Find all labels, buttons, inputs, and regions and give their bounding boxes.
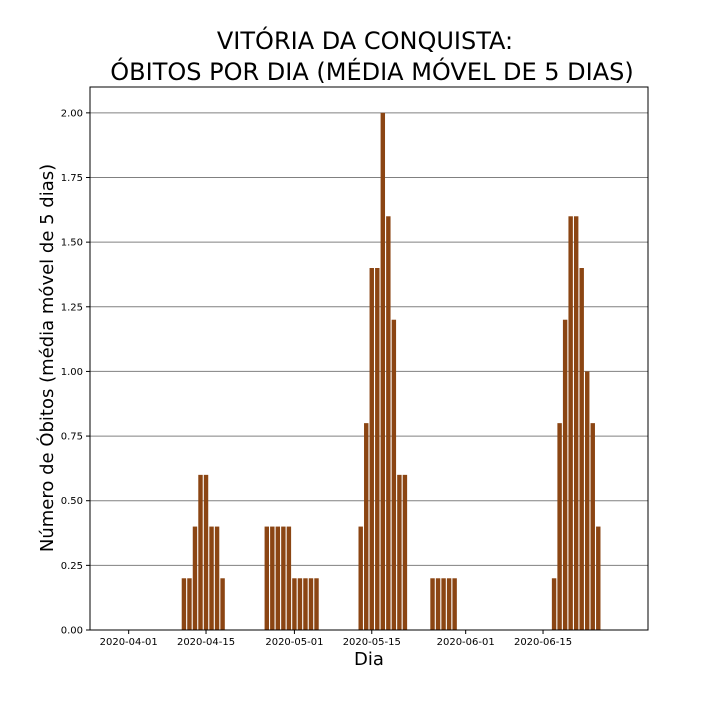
bar [380, 112, 386, 631]
bar [214, 526, 220, 630]
bar [579, 268, 584, 630]
y-tick-label: 0.75 [61, 432, 83, 443]
y-tick-label: 0.50 [61, 496, 83, 507]
x-tick-label: 2020-06-01 [437, 637, 495, 648]
chart-title-line2: ÓBITOS POR DIA (MÉDIA MÓVEL DE 5 DIAS) [110, 56, 633, 86]
x-ticks: 2020-04-01 2020-04-15 2020-05-01 2020-05-15… [100, 630, 572, 648]
plot-frame [89, 86, 649, 631]
bar [192, 526, 198, 630]
bar [585, 371, 590, 630]
x-tick-label: 2020-04-01 [100, 637, 158, 648]
y-tick-label: 0.25 [61, 561, 83, 572]
bar [441, 578, 446, 630]
bar [187, 578, 192, 630]
bar [397, 474, 402, 630]
bar [220, 578, 225, 630]
y-ticks: 0.00 0.25 0.50 0.75 1.00 1.25 1.50 1.75 2.00 [61, 108, 90, 637]
bar [314, 578, 319, 630]
bar [369, 268, 374, 630]
bar [281, 526, 286, 630]
x-tick-label: 2020-06-15 [514, 637, 572, 648]
bar [292, 578, 297, 630]
bar [203, 474, 209, 630]
bar [402, 474, 408, 630]
x-tick-label: 2020-04-15 [177, 637, 235, 648]
bar [270, 526, 275, 630]
y-tick-label: 2.00 [61, 108, 83, 119]
bar [364, 423, 369, 630]
bar [198, 474, 203, 630]
bar [452, 578, 457, 630]
bar [264, 526, 270, 630]
bar [590, 423, 595, 630]
bar [209, 526, 214, 630]
y-tick-label: 1.25 [61, 302, 83, 313]
x-axis-label: Dia [354, 649, 384, 670]
bar [430, 578, 435, 630]
x-tick-label: 2020-05-01 [265, 637, 323, 648]
bar [568, 216, 573, 631]
bar [435, 578, 441, 630]
bar [446, 578, 452, 630]
bar [375, 268, 380, 630]
bar [557, 423, 562, 630]
bar [303, 578, 308, 630]
bar [562, 319, 568, 630]
bar [358, 526, 363, 630]
bar [275, 526, 281, 630]
bar [391, 319, 397, 630]
bar [551, 578, 557, 630]
bars [181, 112, 601, 631]
y-axis-label: Número de Óbitos (média móvel de 5 dias) [36, 164, 58, 552]
bar [386, 216, 391, 631]
chart-title-line1: VITÓRIA DA CONQUISTA: [217, 25, 513, 55]
bar [308, 578, 314, 630]
y-tick-label: 1.50 [61, 238, 83, 249]
y-gridlines [90, 112, 648, 566]
bar [181, 578, 187, 630]
y-tick-label: 1.75 [61, 173, 83, 184]
y-tick-label: 0.00 [61, 626, 83, 637]
bar [286, 526, 292, 630]
bar [596, 526, 601, 630]
y-tick-label: 1.00 [61, 367, 83, 378]
bar [573, 216, 579, 631]
bar [297, 578, 303, 630]
x-tick-label: 2020-05-15 [343, 637, 401, 648]
